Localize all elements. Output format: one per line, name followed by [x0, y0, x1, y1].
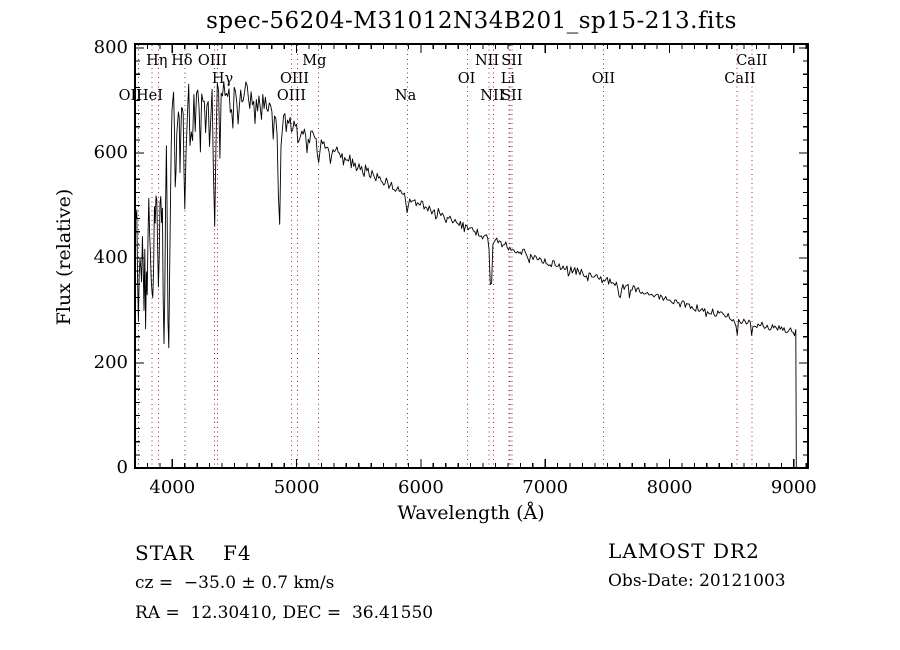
spectral-line-label: NII: [480, 88, 505, 104]
spectral-line-label: OIII: [197, 53, 227, 69]
spectral-line-label: NII: [474, 53, 500, 69]
y-tick-label: 800: [93, 37, 128, 58]
annotation-subclass: F4: [223, 541, 252, 565]
axis-ticks: [134, 44, 808, 469]
spectral-line-label: SII: [501, 53, 523, 69]
x-axis-label: Wavelength (Å): [397, 502, 545, 524]
spectral-line-label: Hγ: [211, 71, 234, 87]
spectral-line-label: Li: [500, 71, 516, 87]
annotation-radec: RA = 12.30410, DEC = 36.41550: [135, 603, 434, 623]
annotation-survey: LAMOST DR2: [608, 539, 760, 563]
y-tick-label: 200: [93, 352, 128, 373]
x-tick-label: 7000: [522, 477, 569, 498]
spectral-line-label: OIII: [279, 71, 310, 87]
spectral-line-label: CaII: [736, 53, 768, 69]
spectral-line-label: HeI: [136, 88, 163, 104]
x-tick-label: 8000: [646, 477, 693, 498]
x-tick-label: 5000: [273, 477, 320, 498]
spectral-line-label: CaII: [724, 71, 756, 87]
spectral-line-label: OI: [457, 71, 476, 87]
spectral-line-label: OIII: [276, 88, 306, 104]
spectral-line-label: Hη: [146, 53, 168, 69]
y-tick-label: 600: [93, 142, 128, 163]
annotation-class: STAR: [135, 541, 195, 565]
spectrum-path: [135, 81, 797, 469]
plot-frame: [134, 43, 809, 469]
annotation-cz: cz = −35.0 ± 0.7 km/s: [135, 573, 335, 593]
y-tick-label: 0: [116, 457, 128, 478]
y-tick-label: 400: [93, 247, 128, 268]
spectral-line-label: Mg: [302, 53, 327, 69]
x-tick-label: 6000: [398, 477, 444, 498]
spectral-line-label: Hδ: [171, 53, 193, 69]
spectral-line-label: SII: [501, 88, 523, 104]
plot-title: spec-56204-M31012N34B201_sp15-213.fits: [206, 8, 737, 34]
spectral-line-label: Na: [394, 88, 417, 104]
x-tick-label: 4000: [149, 477, 196, 498]
spectral-line-label: OII: [591, 71, 616, 87]
spectral-line-label: OII: [118, 88, 143, 104]
x-tick-label: 9000: [770, 477, 817, 498]
annotation-obsdate: Obs-Date: 20121003: [608, 571, 786, 591]
